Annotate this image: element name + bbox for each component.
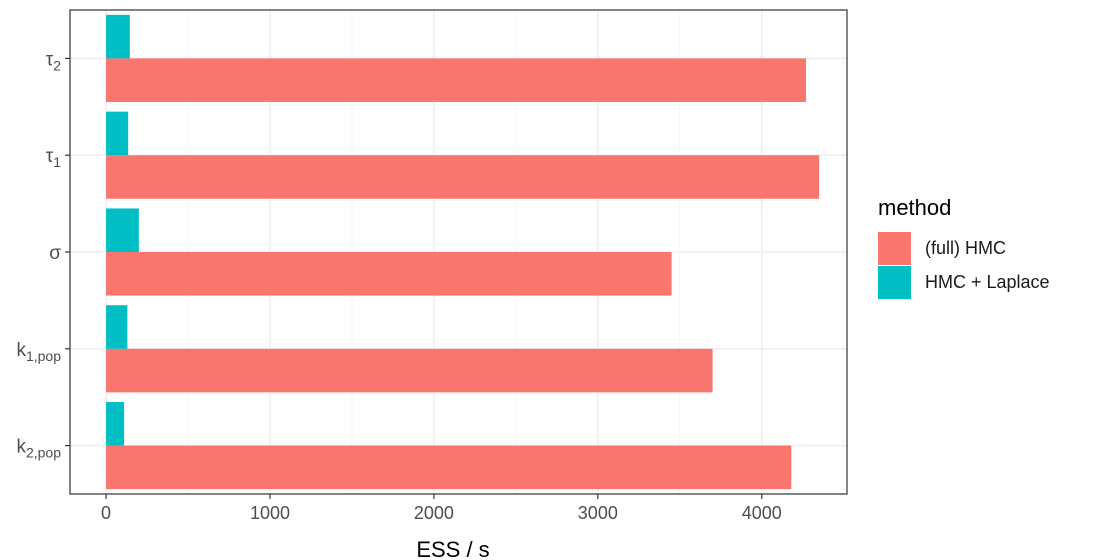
x-tick-label: 2000 <box>414 503 454 523</box>
y-tick-label: τ1 <box>46 146 62 170</box>
y-tick-label: k2,pop <box>16 437 61 461</box>
legend-item-full-hmc: (full) HMC <box>878 231 1050 265</box>
bar-hmc-laplace-1 <box>106 305 128 349</box>
bar-full-hmc-4 <box>106 58 807 102</box>
bar-hmc-laplace-2 <box>106 208 139 252</box>
bar-full-hmc-1 <box>106 348 713 393</box>
x-axis-label: ESS / s <box>416 537 489 560</box>
legend-label-full-hmc: (full) HMC <box>925 237 1006 258</box>
x-axis: 0 1000 2000 3000 4000 <box>101 494 782 523</box>
bar-hmc-laplace-4 <box>106 14 130 59</box>
legend-item-hmc-laplace: HMC + Laplace <box>878 265 1050 299</box>
bar-full-hmc-2 <box>106 252 672 296</box>
legend-label-hmc-laplace: HMC + Laplace <box>925 271 1050 292</box>
y-tick-label: k1,pop <box>16 340 61 364</box>
legend: method (full) HMC HMC + Laplace <box>878 195 1050 299</box>
x-tick-label: 1000 <box>250 503 290 523</box>
bar-full-hmc-3 <box>106 155 820 199</box>
legend-key-hmc-laplace <box>878 265 911 299</box>
bars <box>106 14 820 490</box>
y-tick-label: σ <box>49 243 61 264</box>
bar-hmc-laplace-3 <box>106 111 129 156</box>
legend-key-full-hmc <box>878 231 911 265</box>
legend-title: method <box>878 195 952 220</box>
bar-hmc-laplace-0 <box>106 402 125 446</box>
x-tick-label: 3000 <box>578 503 618 523</box>
y-tick-label: τ2 <box>46 49 62 73</box>
x-tick-label: 0 <box>101 503 111 523</box>
bar-full-hmc-0 <box>106 445 792 490</box>
y-axis: k2,pop k1,pop σ τ1 τ2 <box>16 49 70 461</box>
x-tick-label: 4000 <box>742 503 782 523</box>
